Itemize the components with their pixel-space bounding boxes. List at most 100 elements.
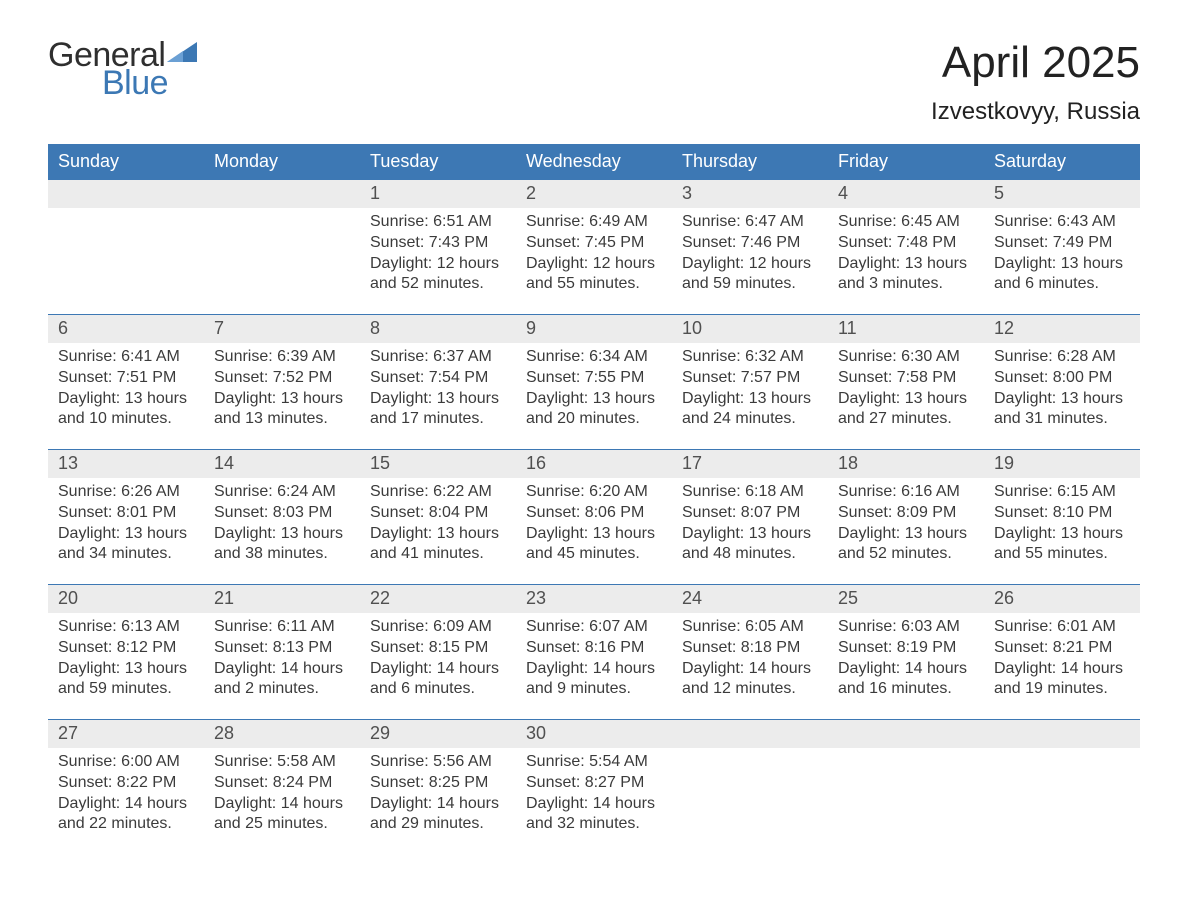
day-sunset: Sunset: 8:21 PM: [994, 638, 1130, 659]
day-daylight2: and 27 minutes.: [838, 409, 974, 430]
day-daylight2: and 6 minutes.: [994, 274, 1130, 295]
day-sunrise: Sunrise: 6:26 AM: [58, 482, 194, 503]
day-cell: [828, 748, 984, 854]
day-number: 4: [828, 180, 984, 208]
day-sunset: Sunset: 8:13 PM: [214, 638, 350, 659]
day-daylight2: and 25 minutes.: [214, 814, 350, 835]
day-cell: [984, 748, 1140, 854]
day-sunrise: Sunrise: 6:22 AM: [370, 482, 506, 503]
day-number: 30: [516, 720, 672, 748]
day-sunrise: Sunrise: 6:13 AM: [58, 617, 194, 638]
day-body-row: Sunrise: 6:41 AMSunset: 7:51 PMDaylight:…: [48, 343, 1140, 449]
day-sunset: Sunset: 7:54 PM: [370, 368, 506, 389]
day-daylight2: and 17 minutes.: [370, 409, 506, 430]
day-sunrise: Sunrise: 6:47 AM: [682, 212, 818, 233]
day-sunset: Sunset: 8:22 PM: [58, 773, 194, 794]
day-number: 26: [984, 585, 1140, 613]
day-sunrise: Sunrise: 6:43 AM: [994, 212, 1130, 233]
day-daylight1: Daylight: 13 hours: [370, 389, 506, 410]
day-number: 6: [48, 315, 204, 343]
day-sunset: Sunset: 8:07 PM: [682, 503, 818, 524]
day-daylight2: and 59 minutes.: [58, 679, 194, 700]
day-cell: Sunrise: 6:51 AMSunset: 7:43 PMDaylight:…: [360, 208, 516, 314]
day-sunset: Sunset: 8:24 PM: [214, 773, 350, 794]
day-sunrise: Sunrise: 6:24 AM: [214, 482, 350, 503]
day-sunset: Sunset: 7:49 PM: [994, 233, 1130, 254]
day-daylight1: Daylight: 13 hours: [370, 524, 506, 545]
location-text: Izvestkovyy, Russia: [931, 98, 1140, 126]
weekday-header: Thursday: [672, 144, 828, 180]
day-cell: Sunrise: 6:32 AMSunset: 7:57 PMDaylight:…: [672, 343, 828, 449]
day-number: 20: [48, 585, 204, 613]
day-sunrise: Sunrise: 5:58 AM: [214, 752, 350, 773]
day-cell: Sunrise: 5:54 AMSunset: 8:27 PMDaylight:…: [516, 748, 672, 854]
day-daylight1: Daylight: 13 hours: [214, 524, 350, 545]
day-daylight1: Daylight: 13 hours: [838, 524, 974, 545]
day-sunset: Sunset: 7:46 PM: [682, 233, 818, 254]
day-cell: Sunrise: 6:34 AMSunset: 7:55 PMDaylight:…: [516, 343, 672, 449]
day-body-row: Sunrise: 6:13 AMSunset: 8:12 PM Daylight:…: [48, 613, 1140, 719]
day-cell: Sunrise: 6:28 AMSunset: 8:00 PMDaylight:…: [984, 343, 1140, 449]
day-cell: Sunrise: 5:58 AMSunset: 8:24 PMDaylight:…: [204, 748, 360, 854]
day-sunset: Sunset: 7:48 PM: [838, 233, 974, 254]
day-number: 1: [360, 180, 516, 208]
day-number: 22: [360, 585, 516, 613]
day-number: 19: [984, 450, 1140, 478]
day-number-row: 20212223242526: [48, 585, 1140, 613]
day-body-row: Sunrise: 6:00 AMSunset: 8:22 PMDaylight:…: [48, 748, 1140, 854]
day-number: 16: [516, 450, 672, 478]
day-cell: Sunrise: 6:18 AMSunset: 8:07 PMDaylight:…: [672, 478, 828, 584]
day-daylight1: Daylight: 14 hours: [682, 659, 818, 680]
day-daylight2: and 52 minutes.: [370, 274, 506, 295]
logo-triangle-icon: [167, 42, 197, 66]
weekday-header: Friday: [828, 144, 984, 180]
day-number: 8: [360, 315, 516, 343]
day-sunrise: Sunrise: 6:00 AM: [58, 752, 194, 773]
day-sunset: Sunset: 8:04 PM: [370, 503, 506, 524]
day-sunrise: Sunrise: 6:15 AM: [994, 482, 1130, 503]
day-cell: Sunrise: 6:15 AMSunset: 8:10 PMDaylight:…: [984, 478, 1140, 584]
day-number-row: 13141516171819: [48, 450, 1140, 478]
day-sunset: Sunset: 7:45 PM: [526, 233, 662, 254]
day-sunset: Sunset: 8:09 PM: [838, 503, 974, 524]
day-sunset: Sunset: 7:52 PM: [214, 368, 350, 389]
day-number: 10: [672, 315, 828, 343]
day-daylight1: Daylight: 14 hours: [526, 659, 662, 680]
day-sunset: Sunset: 8:00 PM: [994, 368, 1130, 389]
day-daylight1: Daylight: 14 hours: [58, 794, 194, 815]
day-daylight2: and 6 minutes.: [370, 679, 506, 700]
day-number: [204, 180, 360, 208]
day-body-row: Sunrise: 6:26 AMSunset: 8:01 PMDaylight:…: [48, 478, 1140, 584]
calendar-week: 20212223242526Sunrise: 6:13 AMSunset: 8:…: [48, 584, 1140, 719]
day-cell: Sunrise: 6:22 AMSunset: 8:04 PMDaylight:…: [360, 478, 516, 584]
day-sunrise: Sunrise: 6:41 AM: [58, 347, 194, 368]
day-number: 13: [48, 450, 204, 478]
calendar-week: 12345Sunrise: 6:51 AMSunset: 7:43 PMDayl…: [48, 180, 1140, 314]
weekday-header: Tuesday: [360, 144, 516, 180]
day-sunrise: Sunrise: 6:30 AM: [838, 347, 974, 368]
day-daylight1: Daylight: 14 hours: [214, 794, 350, 815]
day-daylight2: and 12 minutes.: [682, 679, 818, 700]
day-number: 25: [828, 585, 984, 613]
day-daylight2: and 29 minutes.: [370, 814, 506, 835]
day-sunset: Sunset: 8:10 PM: [994, 503, 1130, 524]
day-sunset: Sunset: 8:12 PM: [58, 638, 194, 659]
day-cell: Sunrise: 6:16 AMSunset: 8:09 PMDaylight:…: [828, 478, 984, 584]
day-number: 28: [204, 720, 360, 748]
day-cell: Sunrise: 5:56 AMSunset: 8:25 PMDaylight:…: [360, 748, 516, 854]
day-cell: Sunrise: 6:11 AMSunset: 8:13 PMDaylight:…: [204, 613, 360, 719]
day-daylight1: Daylight: 12 hours: [526, 254, 662, 275]
day-cell: Sunrise: 6:01 AMSunset: 8:21 PMDaylight:…: [984, 613, 1140, 719]
day-number: 27: [48, 720, 204, 748]
day-sunrise: Sunrise: 6:01 AM: [994, 617, 1130, 638]
day-daylight1: Daylight: 13 hours: [682, 389, 818, 410]
day-cell: [672, 748, 828, 854]
day-sunrise: Sunrise: 6:20 AM: [526, 482, 662, 503]
header-row: General Blue April 2025 Izvestkovyy, Rus…: [48, 38, 1140, 126]
day-sunrise: Sunrise: 6:37 AM: [370, 347, 506, 368]
day-daylight2: and 55 minutes.: [994, 544, 1130, 565]
day-number: 15: [360, 450, 516, 478]
day-daylight1: Daylight: 14 hours: [994, 659, 1130, 680]
day-sunset: Sunset: 7:58 PM: [838, 368, 974, 389]
day-number-row: 6789101112: [48, 315, 1140, 343]
